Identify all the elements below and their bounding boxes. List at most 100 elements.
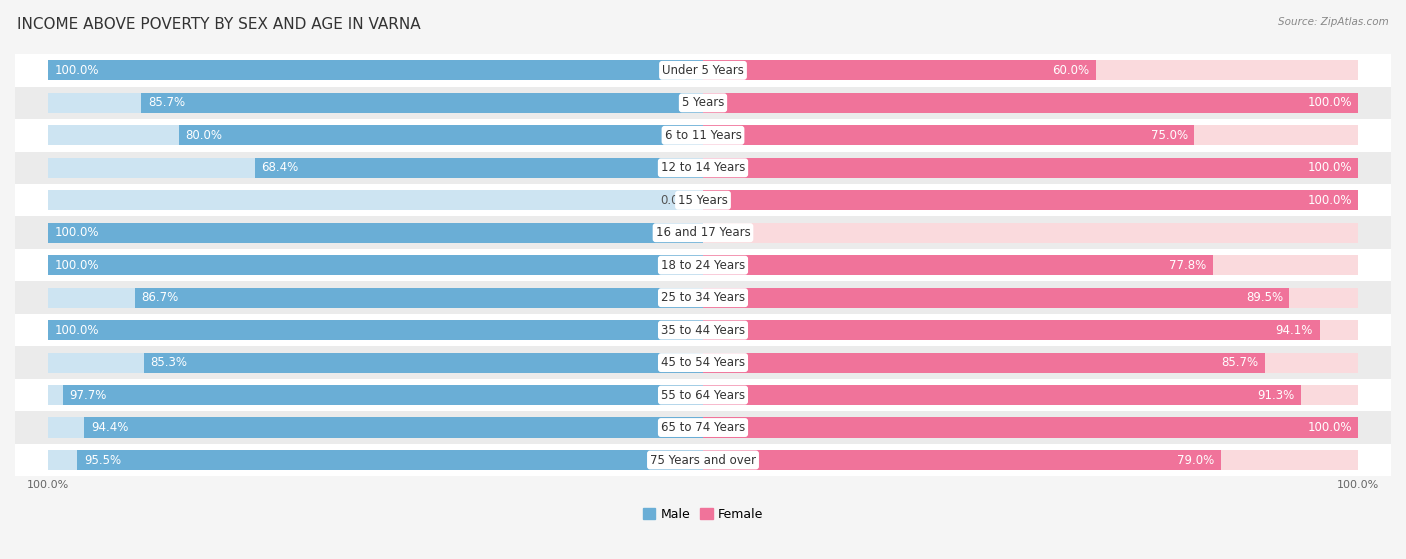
Bar bbox=[254, 158, 703, 178]
Bar bbox=[15, 54, 1391, 87]
Bar bbox=[703, 450, 1220, 470]
Bar bbox=[703, 385, 1358, 405]
Text: 85.7%: 85.7% bbox=[148, 96, 186, 110]
Text: 55 to 64 Years: 55 to 64 Years bbox=[661, 389, 745, 401]
Bar bbox=[143, 353, 703, 373]
Bar bbox=[703, 222, 1358, 243]
Bar bbox=[48, 450, 703, 470]
Text: Source: ZipAtlas.com: Source: ZipAtlas.com bbox=[1278, 17, 1389, 27]
Bar bbox=[703, 353, 1358, 373]
Bar bbox=[703, 60, 1097, 80]
Bar bbox=[15, 119, 1391, 151]
Bar bbox=[703, 418, 1358, 438]
Text: 100.0%: 100.0% bbox=[1308, 162, 1351, 174]
Text: 18 to 24 Years: 18 to 24 Years bbox=[661, 259, 745, 272]
Text: 95.5%: 95.5% bbox=[84, 453, 121, 467]
Text: 25 to 34 Years: 25 to 34 Years bbox=[661, 291, 745, 304]
Text: 85.3%: 85.3% bbox=[150, 356, 187, 369]
Bar bbox=[179, 125, 703, 145]
Bar bbox=[703, 158, 1358, 178]
Text: 45 to 54 Years: 45 to 54 Years bbox=[661, 356, 745, 369]
Text: 97.7%: 97.7% bbox=[69, 389, 107, 401]
Bar bbox=[703, 320, 1320, 340]
Text: 68.4%: 68.4% bbox=[262, 162, 298, 174]
Text: 94.4%: 94.4% bbox=[91, 421, 128, 434]
Bar bbox=[135, 287, 703, 307]
Bar bbox=[15, 411, 1391, 444]
Text: 35 to 44 Years: 35 to 44 Years bbox=[661, 324, 745, 337]
Bar bbox=[15, 379, 1391, 411]
Bar bbox=[703, 125, 1358, 145]
Bar bbox=[703, 320, 1358, 340]
Bar bbox=[15, 216, 1391, 249]
Bar bbox=[15, 281, 1391, 314]
Text: 100.0%: 100.0% bbox=[1308, 194, 1351, 207]
Bar bbox=[15, 314, 1391, 347]
Bar bbox=[703, 190, 1358, 210]
Text: 0.0%: 0.0% bbox=[716, 226, 745, 239]
Text: 100.0%: 100.0% bbox=[55, 324, 98, 337]
Bar bbox=[15, 249, 1391, 281]
Text: 85.7%: 85.7% bbox=[1220, 356, 1258, 369]
Bar bbox=[48, 353, 703, 373]
Bar bbox=[84, 418, 703, 438]
Legend: Male, Female: Male, Female bbox=[643, 508, 763, 520]
Bar bbox=[15, 347, 1391, 379]
Text: 89.5%: 89.5% bbox=[1246, 291, 1282, 304]
Text: 86.7%: 86.7% bbox=[142, 291, 179, 304]
Bar bbox=[703, 158, 1358, 178]
Text: 80.0%: 80.0% bbox=[186, 129, 222, 142]
Bar bbox=[15, 444, 1391, 476]
Bar bbox=[703, 255, 1358, 275]
Text: 75 Years and over: 75 Years and over bbox=[650, 453, 756, 467]
Text: 60.0%: 60.0% bbox=[1053, 64, 1090, 77]
Bar bbox=[142, 93, 703, 113]
Bar bbox=[48, 255, 703, 275]
Text: INCOME ABOVE POVERTY BY SEX AND AGE IN VARNA: INCOME ABOVE POVERTY BY SEX AND AGE IN V… bbox=[17, 17, 420, 32]
Bar bbox=[48, 222, 703, 243]
Text: 16 and 17 Years: 16 and 17 Years bbox=[655, 226, 751, 239]
Bar bbox=[703, 353, 1264, 373]
Text: 12 to 14 Years: 12 to 14 Years bbox=[661, 162, 745, 174]
Bar bbox=[48, 418, 703, 438]
Bar bbox=[48, 320, 703, 340]
Bar bbox=[703, 450, 1358, 470]
Bar bbox=[48, 320, 703, 340]
Text: 100.0%: 100.0% bbox=[1308, 421, 1351, 434]
Text: Under 5 Years: Under 5 Years bbox=[662, 64, 744, 77]
Bar bbox=[48, 255, 703, 275]
Text: 91.3%: 91.3% bbox=[1257, 389, 1295, 401]
Bar bbox=[15, 87, 1391, 119]
Bar bbox=[703, 287, 1358, 307]
Bar bbox=[703, 287, 1289, 307]
Text: 65 to 74 Years: 65 to 74 Years bbox=[661, 421, 745, 434]
Bar bbox=[703, 190, 1358, 210]
Bar bbox=[48, 93, 703, 113]
Bar bbox=[703, 385, 1301, 405]
Bar bbox=[703, 418, 1358, 438]
Text: 15 Years: 15 Years bbox=[678, 194, 728, 207]
Bar bbox=[703, 93, 1358, 113]
Text: 6 to 11 Years: 6 to 11 Years bbox=[665, 129, 741, 142]
Text: 94.1%: 94.1% bbox=[1275, 324, 1313, 337]
Bar bbox=[15, 151, 1391, 184]
Bar bbox=[48, 60, 703, 80]
Bar bbox=[48, 222, 703, 243]
Bar bbox=[703, 93, 1358, 113]
Text: 100.0%: 100.0% bbox=[1308, 96, 1351, 110]
Text: 0.0%: 0.0% bbox=[661, 194, 690, 207]
Text: 100.0%: 100.0% bbox=[55, 226, 98, 239]
Bar bbox=[48, 125, 703, 145]
Bar bbox=[703, 125, 1195, 145]
Bar bbox=[63, 385, 703, 405]
Text: 100.0%: 100.0% bbox=[55, 259, 98, 272]
Text: 5 Years: 5 Years bbox=[682, 96, 724, 110]
Bar bbox=[703, 255, 1213, 275]
Bar bbox=[48, 385, 703, 405]
Text: 79.0%: 79.0% bbox=[1177, 453, 1215, 467]
Text: 75.0%: 75.0% bbox=[1150, 129, 1188, 142]
Bar bbox=[15, 184, 1391, 216]
Text: 100.0%: 100.0% bbox=[55, 64, 98, 77]
Bar bbox=[48, 158, 703, 178]
Bar bbox=[703, 60, 1358, 80]
